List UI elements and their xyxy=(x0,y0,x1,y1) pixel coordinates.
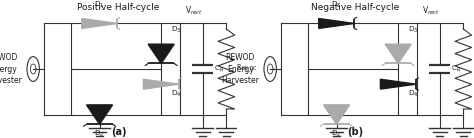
Text: (a): (a) xyxy=(111,127,126,137)
Text: D$_4$: D$_4$ xyxy=(171,89,181,99)
Text: R$_{AN\_DC}$: R$_{AN\_DC}$ xyxy=(236,63,258,75)
Text: D$_3$: D$_3$ xyxy=(171,25,181,35)
Polygon shape xyxy=(380,79,416,89)
Text: C$_R$: C$_R$ xyxy=(451,64,462,74)
Text: V$_{rect}$: V$_{rect}$ xyxy=(422,4,440,17)
Text: (b): (b) xyxy=(347,127,364,137)
Polygon shape xyxy=(143,79,179,89)
Text: C$_R$: C$_R$ xyxy=(214,64,225,74)
Polygon shape xyxy=(82,18,117,28)
Text: D$_1$: D$_1$ xyxy=(94,0,105,10)
Text: Negative Half-cycle: Negative Half-cycle xyxy=(311,3,400,12)
Polygon shape xyxy=(148,44,174,63)
Polygon shape xyxy=(323,105,349,124)
Text: D$_2$: D$_2$ xyxy=(94,128,105,138)
Text: R$_{AN\_DC}$: R$_{AN\_DC}$ xyxy=(473,63,474,75)
Text: D$_2$: D$_2$ xyxy=(331,128,342,138)
Text: REWOD
Energy
Harvester: REWOD Energy Harvester xyxy=(221,53,259,85)
Bar xyxy=(71,23,161,115)
Text: D$_4$: D$_4$ xyxy=(408,89,418,99)
Bar xyxy=(308,23,398,115)
Polygon shape xyxy=(319,18,354,28)
Text: Positive Half-cycle: Positive Half-cycle xyxy=(77,3,160,12)
Text: D$_3$: D$_3$ xyxy=(408,25,418,35)
Polygon shape xyxy=(385,44,411,63)
Text: V$_{rect}$: V$_{rect}$ xyxy=(185,4,203,17)
Text: REWOD
Energy
Harvester: REWOD Energy Harvester xyxy=(0,53,22,85)
Text: D$_1$: D$_1$ xyxy=(331,0,342,10)
Polygon shape xyxy=(86,105,112,124)
